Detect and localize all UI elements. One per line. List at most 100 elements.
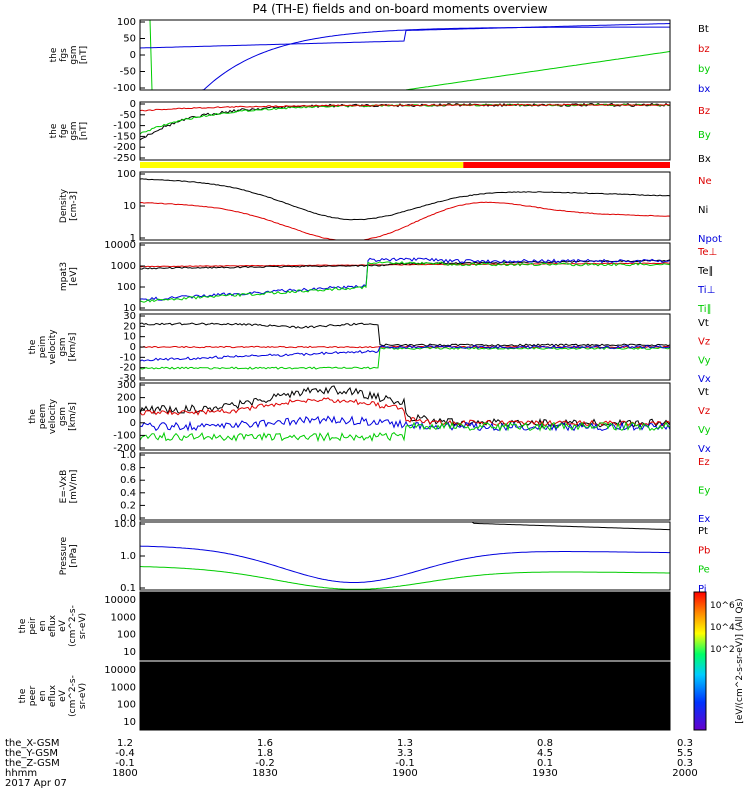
series-Pe bbox=[140, 566, 670, 590]
y-tick-label: 10 bbox=[123, 303, 136, 314]
y-tick-label: -50 bbox=[120, 67, 136, 78]
svg-text:en: en bbox=[38, 690, 48, 701]
svg-text:(cm^2-s-: (cm^2-s- bbox=[68, 605, 78, 647]
panel-temperature: 10000 1000 100 10 mpat3 [eV] Te⊥ Te∥ Ti⊥ Ti∥ bbox=[59, 240, 717, 315]
svg-text:[nPa]: [nPa] bbox=[69, 544, 79, 567]
series-By bbox=[140, 103, 670, 135]
legend-Vt: Vt bbox=[698, 318, 709, 329]
svg-text:gsm: gsm bbox=[69, 45, 79, 64]
series-by bbox=[140, 51, 670, 90]
svg-text:E=-VxB: E=-VxB bbox=[59, 470, 69, 504]
x-tick-label: 1900 bbox=[392, 768, 417, 779]
series-Pt bbox=[140, 522, 670, 531]
y-tick-label: -200 bbox=[113, 443, 136, 454]
svg-text:peir: peir bbox=[28, 617, 38, 635]
legend-Ne: Ne bbox=[698, 176, 712, 187]
series-bx-tail bbox=[140, 23, 670, 49]
x-tick-label: -0.1 bbox=[115, 758, 135, 769]
x-tick-label: 0.3 bbox=[677, 738, 693, 749]
x-row-label: the_X-GSM bbox=[5, 738, 59, 749]
y-tick-label: 1000 bbox=[111, 682, 136, 693]
y-tick-label: 0.2 bbox=[120, 500, 136, 511]
legend-bz: bz bbox=[698, 44, 710, 55]
y-tick-label: 100 bbox=[117, 405, 136, 416]
y-axis-label: the peir en eflux eV (cm^2-s-sr-eV) bbox=[18, 605, 88, 647]
panel-frame bbox=[139, 171, 671, 241]
y-axis-label: the peim velocity gsm [km/s] bbox=[28, 329, 78, 365]
y-axis-label: E=-VxB [mV/m] bbox=[59, 470, 79, 504]
x-tick-label: 1830 bbox=[252, 768, 277, 779]
panel-peir_en_eflux: 10000 1000 100 10 the peir en eflux eV (cm^2-s-sr… bbox=[18, 591, 671, 661]
svg-text:[mV/m]: [mV/m] bbox=[69, 470, 79, 504]
date-label: 2017 Apr 07 bbox=[5, 778, 67, 789]
x-tick-label: 4.5 bbox=[537, 748, 553, 759]
y-tick-label: 10 bbox=[123, 717, 136, 728]
series-Vx bbox=[140, 415, 670, 432]
legend-Bx: Bx bbox=[698, 154, 711, 165]
legend-Pe: Pe bbox=[698, 565, 710, 576]
legend-Npot: Npot bbox=[698, 234, 722, 245]
svg-text:[cm-3]: [cm-3] bbox=[69, 191, 79, 221]
series-Bz bbox=[140, 103, 670, 112]
legend-bx: bx bbox=[698, 84, 710, 95]
y-tick-label: 10 bbox=[123, 647, 136, 658]
x-tick-label: 1.2 bbox=[117, 738, 133, 749]
colorbar-scale bbox=[693, 591, 707, 731]
y-tick-label: 20 bbox=[123, 321, 136, 332]
legend-Vz: Vz bbox=[698, 406, 710, 417]
y-tick-label: -100 bbox=[113, 83, 136, 94]
legend-Ti∥: Ti∥ bbox=[697, 304, 712, 315]
y-axis-label: the peer en eflux eV (cm^2-s-sr-eV) bbox=[18, 675, 88, 717]
x-tick-label: 0.3 bbox=[677, 758, 693, 769]
svg-text:peer: peer bbox=[28, 685, 38, 706]
series-Vy bbox=[140, 421, 670, 443]
y-tick-label: -150 bbox=[113, 131, 136, 142]
legend-Vx: Vx bbox=[698, 374, 711, 385]
legend-Vy: Vy bbox=[698, 355, 711, 366]
legend-Ey: Ey bbox=[698, 486, 710, 497]
y-tick-label: 200 bbox=[117, 393, 136, 404]
svg-text:eV: eV bbox=[58, 689, 68, 702]
panel-frame bbox=[139, 661, 671, 731]
panel-pressure: 10.0 1.0 0.1 Pressure [nPa] Pt Pb Pe Pi bbox=[59, 519, 710, 595]
svg-text:[nT]: [nT] bbox=[79, 46, 89, 64]
legend-Ti⊥: Ti⊥ bbox=[697, 285, 715, 296]
panel-fgs_gsm: 100 50 0 -50 -100 the fgs gsm [nT] Bt bz by bx bbox=[49, 17, 710, 95]
legend-Te∥: Te∥ bbox=[697, 266, 714, 277]
y-tick-label: -20 bbox=[120, 363, 136, 374]
panel-frame bbox=[139, 101, 671, 161]
svg-text:the: the bbox=[49, 47, 59, 62]
x-tick-label: 0.8 bbox=[537, 738, 553, 749]
legend-by: by bbox=[698, 64, 710, 75]
x-axis-labels: the_X-GSM 1.2 1.6 1.3 0.8 0.3 the_Y-GSM -0.4 1.8… bbox=[5, 738, 698, 789]
y-tick-label: 10 bbox=[123, 201, 136, 212]
y-tick-label: -100 bbox=[113, 430, 136, 441]
y-axis-label: Pressure [nPa] bbox=[59, 536, 79, 575]
svg-text:[km/s]: [km/s] bbox=[68, 402, 78, 431]
series-Ni bbox=[140, 178, 670, 221]
y-tick-label: 30 bbox=[123, 311, 136, 322]
x-tick-label: -0.4 bbox=[115, 748, 135, 759]
series-Ti-perp bbox=[140, 257, 670, 302]
svg-text:Density: Density bbox=[59, 188, 69, 223]
x-row-label: hhmm bbox=[5, 768, 37, 779]
colorbar-tick: 10^2 bbox=[710, 645, 735, 655]
legend-Ni: Ni bbox=[698, 205, 708, 216]
legend-Vt: Vt bbox=[698, 387, 709, 398]
x-tick-label: 1.3 bbox=[397, 738, 413, 749]
svg-text:eV: eV bbox=[58, 619, 68, 632]
svg-text:sr-eV): sr-eV) bbox=[78, 683, 88, 709]
y-tick-label: 0 bbox=[130, 418, 136, 429]
x-tick-label: -0.1 bbox=[395, 758, 415, 769]
colorbar-tick: 10^4 bbox=[710, 623, 735, 633]
x-tick-label: 3.3 bbox=[397, 748, 413, 759]
legend-Bz: Bz bbox=[698, 106, 710, 117]
y-axis-label: the fge gsm [nT] bbox=[49, 121, 89, 140]
legend-Pi: Pi bbox=[698, 584, 707, 595]
y-tick-label: 10000 bbox=[104, 240, 136, 251]
svg-text:fge: fge bbox=[59, 123, 69, 138]
